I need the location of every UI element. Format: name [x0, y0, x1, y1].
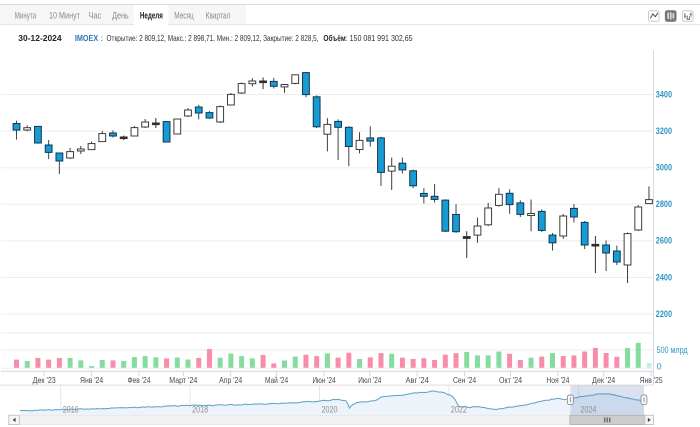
svg-text:2600: 2600 — [656, 236, 672, 246]
svg-text:2020: 2020 — [322, 405, 338, 415]
svg-text:500 млрд: 500 млрд — [657, 345, 688, 355]
svg-text:Сен '24: Сен '24 — [453, 375, 476, 385]
svg-text::: : — [101, 34, 103, 43]
svg-text:3000: 3000 — [656, 163, 672, 173]
svg-text:: 150 081 991 302,65: : 150 081 991 302,65 — [346, 34, 413, 43]
svg-text:Квартал: Квартал — [206, 10, 231, 20]
svg-text:3200: 3200 — [656, 126, 672, 136]
svg-text:Объём: Объём — [323, 34, 345, 43]
svg-text:2022: 2022 — [451, 405, 467, 415]
svg-text:2200: 2200 — [656, 309, 672, 319]
svg-text:Минута: Минута — [15, 10, 37, 20]
svg-text:Неделя: Неделя — [140, 10, 163, 20]
svg-text:Час: Час — [89, 10, 102, 20]
svg-text:2016: 2016 — [63, 405, 79, 415]
svg-text:Июн '24: Июн '24 — [312, 375, 335, 385]
svg-text:0: 0 — [657, 361, 662, 371]
svg-text:Янв '24: Янв '24 — [80, 375, 103, 385]
svg-text:Месяц: Месяц — [174, 10, 194, 20]
svg-text:2400: 2400 — [656, 272, 672, 282]
svg-text:Май '24: Май '24 — [265, 375, 288, 385]
svg-text:10 Минут: 10 Минут — [49, 10, 80, 20]
svg-text:2800: 2800 — [656, 199, 672, 209]
svg-text:Авг '24: Авг '24 — [406, 375, 429, 385]
svg-text:Ноя '24: Ноя '24 — [546, 375, 569, 385]
svg-text:3400: 3400 — [656, 89, 672, 99]
svg-text:Июл '24: Июл '24 — [358, 375, 381, 385]
svg-text:Март '24: Март '24 — [169, 375, 197, 385]
svg-text:Дек '24: Дек '24 — [592, 375, 615, 385]
svg-text:Фев '24: Фев '24 — [127, 375, 150, 385]
svg-text:Окт '24: Окт '24 — [499, 375, 522, 385]
svg-text:Янв '25: Янв '25 — [640, 375, 663, 385]
svg-text:День: День — [112, 10, 129, 20]
svg-text:2024: 2024 — [580, 405, 596, 415]
svg-text:2018: 2018 — [192, 405, 208, 415]
svg-text:Дек '23: Дек '23 — [33, 375, 56, 385]
svg-text:Апр '24: Апр '24 — [219, 375, 242, 385]
svg-text:Открытие: 2 809,12, Макс.: 2 8: Открытие: 2 809,12, Макс.: 2 898,71, Мин… — [107, 34, 319, 43]
svg-text:IMOEX: IMOEX — [75, 34, 99, 43]
svg-text:30-12-2024: 30-12-2024 — [18, 34, 62, 43]
